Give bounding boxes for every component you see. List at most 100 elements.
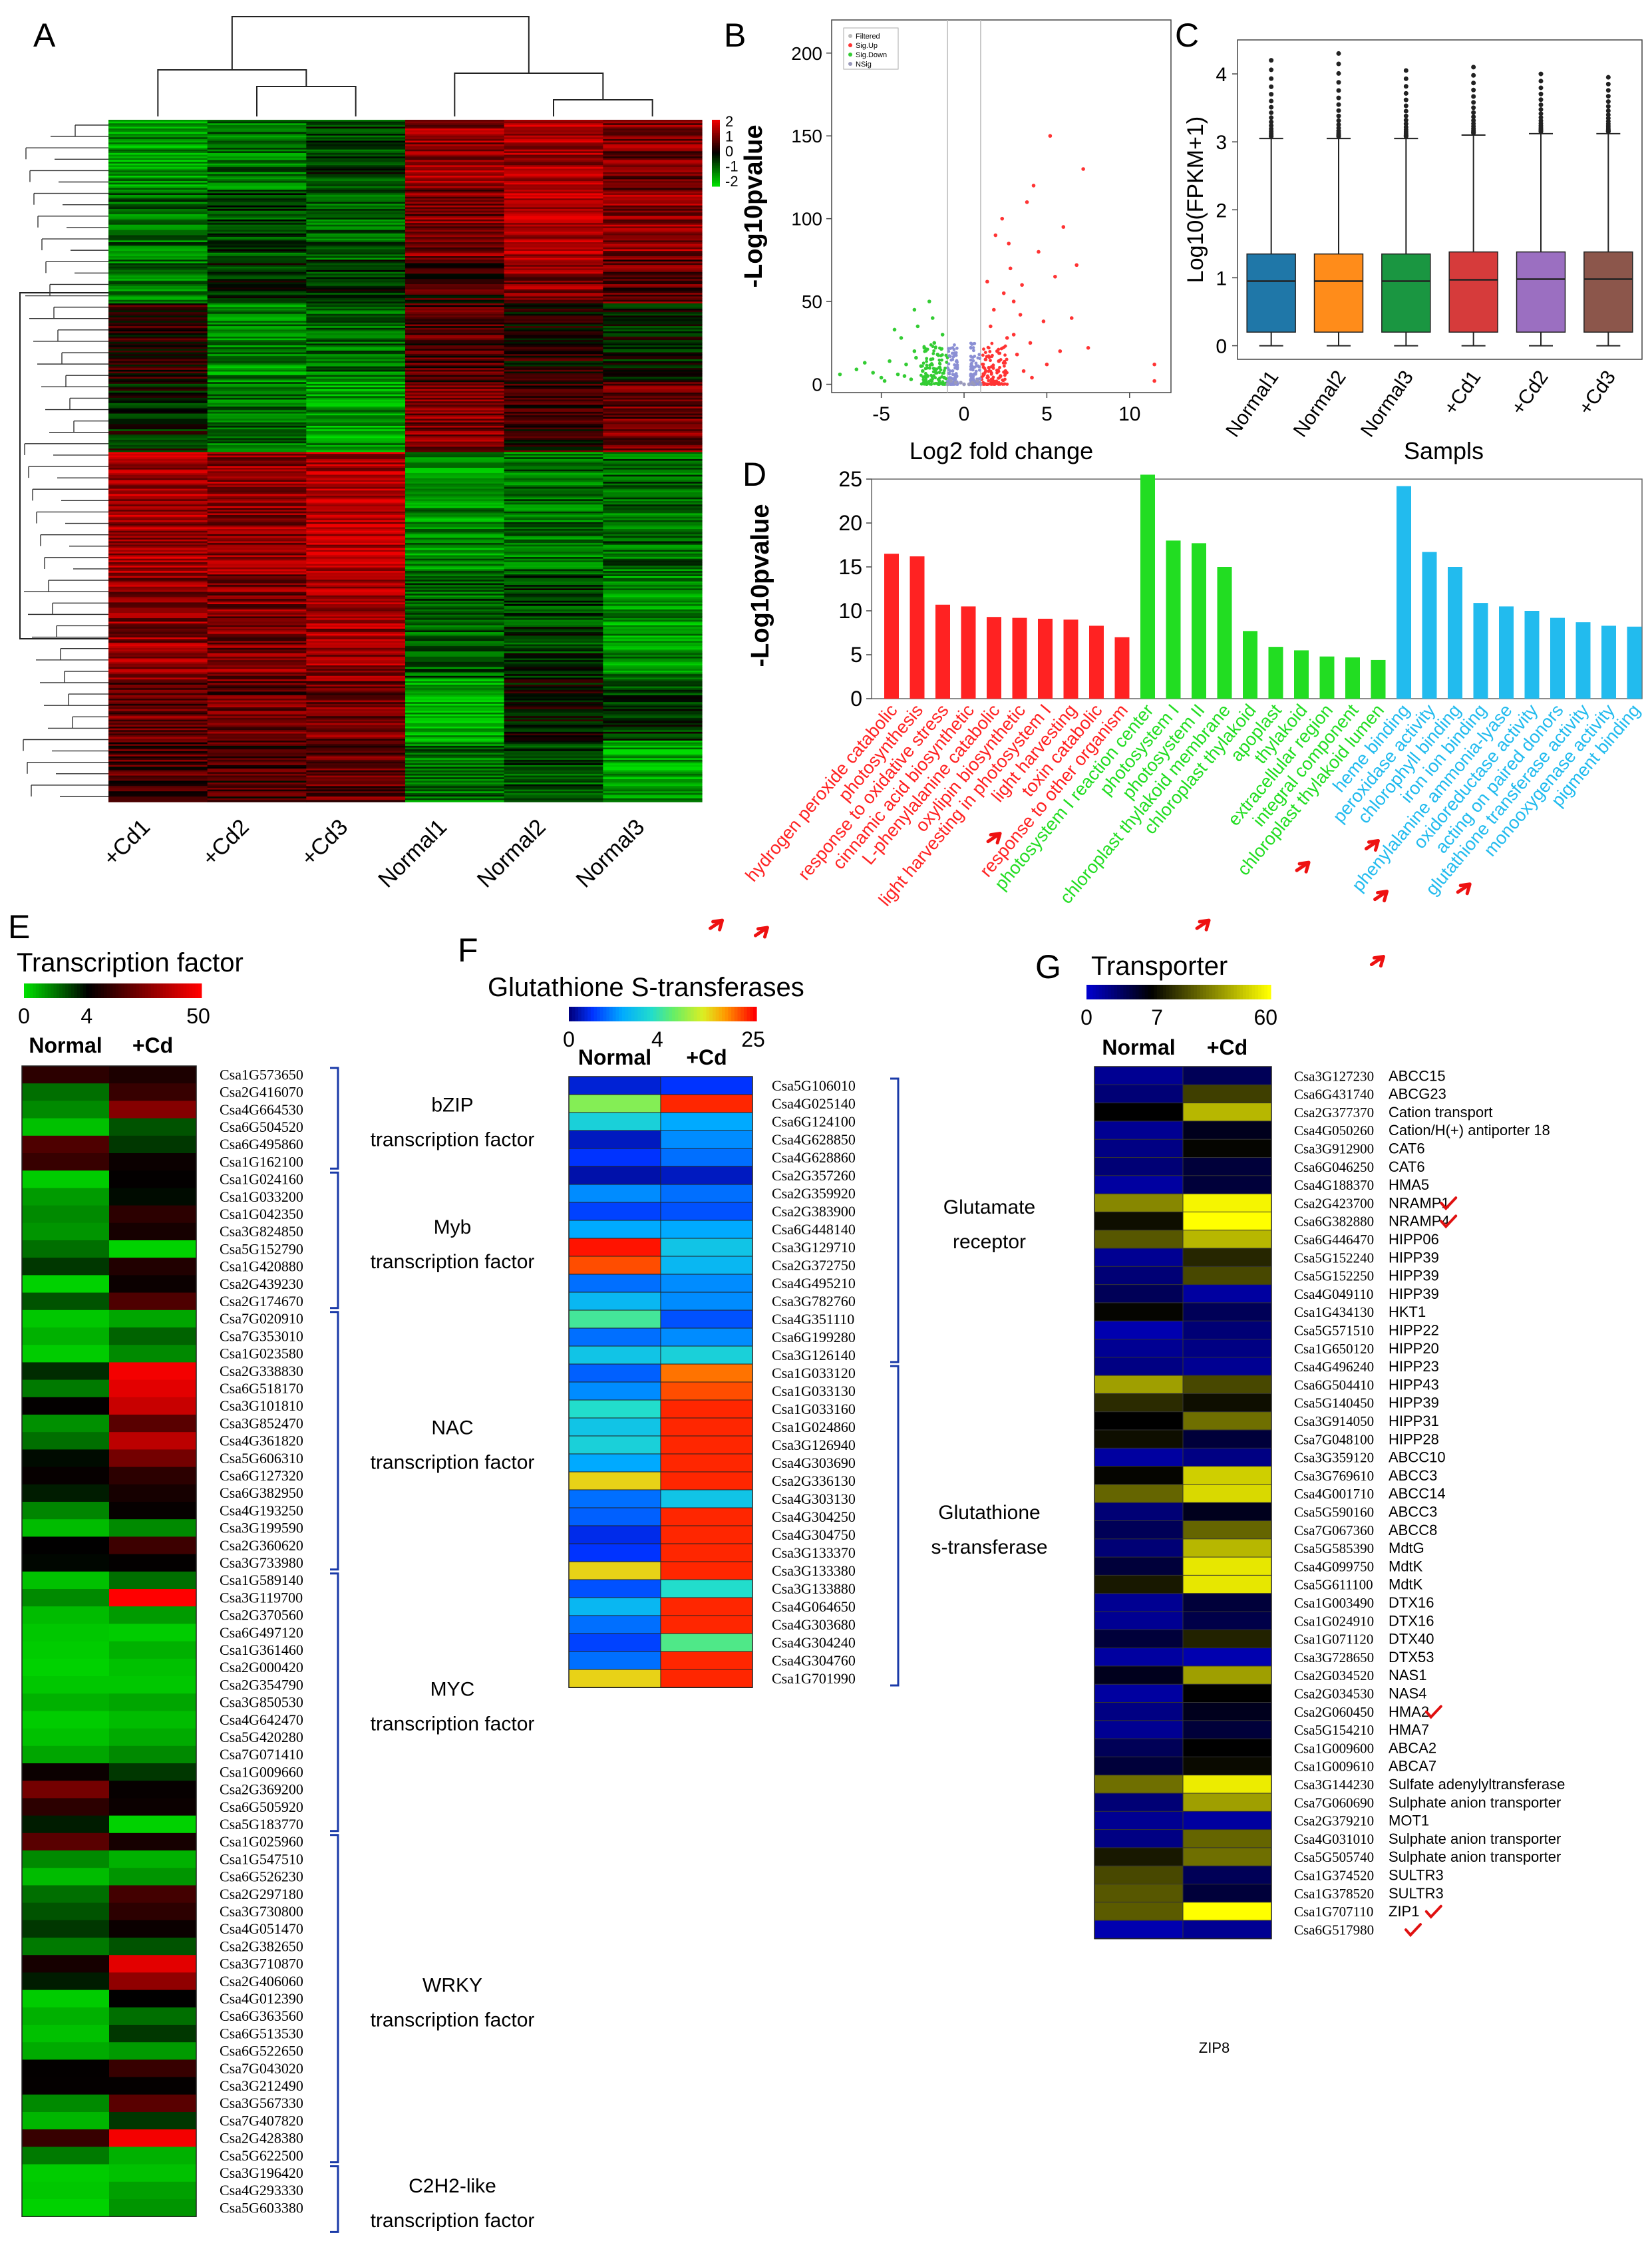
- heatmap-cell: [108, 436, 208, 438]
- heatmap-cell: [405, 435, 505, 437]
- heatmap-cell: [207, 271, 307, 274]
- heatmap-cell: [603, 343, 703, 346]
- color-scale-step: [1095, 985, 1100, 999]
- column-label: +Cd1: [98, 814, 155, 871]
- heatmap-cell: [207, 546, 307, 549]
- heatmap-cell: [504, 560, 603, 563]
- heatmap-cell: [207, 683, 307, 685]
- heatmap-cell: [504, 223, 603, 226]
- heatmap-cell: [504, 478, 603, 481]
- heatmap-cell: [108, 280, 208, 283]
- heatmap-cell: [207, 151, 307, 154]
- go-bar: [1627, 626, 1642, 699]
- heatmap-cell: [306, 289, 406, 292]
- heatmap-cell: [306, 655, 406, 657]
- color-scale-step: [599, 1007, 604, 1021]
- heatmap-cell: [405, 151, 505, 154]
- heatmap-cell: [207, 244, 307, 246]
- heatmap-cell: [207, 191, 307, 194]
- heatmap-cell: [108, 502, 208, 505]
- volcano-point-sigup: [1152, 362, 1156, 367]
- heatmap-cell: [603, 628, 703, 631]
- gene-name-label: ABCC14: [1389, 1485, 1446, 1502]
- outlier-point: [1538, 97, 1544, 102]
- gene-id-label: Csa1G374520: [1294, 1867, 1374, 1883]
- heatmap-cell: [504, 594, 603, 596]
- gene-id-label: Csa4G051470: [220, 1920, 303, 1937]
- heatmap-cell: [504, 326, 603, 329]
- group-label: WRKY: [422, 1975, 482, 1997]
- heatmap-cell: [108, 128, 208, 131]
- heatmap-cell: [306, 391, 406, 393]
- outlier-point: [1471, 114, 1476, 119]
- heatmap-cell: [405, 410, 505, 413]
- heatmap-cell: [603, 204, 703, 206]
- gene-id-label: Csa3G119700: [220, 1589, 303, 1606]
- heatmap-cell-normal: [22, 1850, 109, 1868]
- heatmap-cell: [504, 427, 603, 430]
- heatmap-cell: [603, 191, 703, 194]
- heatmap-cell: [405, 633, 505, 636]
- gene-id-label: Csa3G728650: [1294, 1650, 1374, 1665]
- heatmap-cell: [405, 368, 505, 371]
- box-3: [1448, 65, 1498, 347]
- heatmap-cell: [405, 327, 505, 330]
- heatmap-cell-cd: [1182, 1339, 1272, 1358]
- heatmap-cell: [603, 261, 703, 264]
- heatmap-cell: [108, 717, 208, 721]
- heatmap-cell: [504, 655, 603, 657]
- color-scale-step: [1203, 985, 1207, 999]
- heatmap-cell: [108, 156, 208, 159]
- heatmap-cell: [207, 635, 307, 638]
- heatmap-cell: [603, 205, 703, 208]
- gene-name-label: HIPP23: [1389, 1358, 1439, 1375]
- heatmap-cell: [207, 472, 307, 476]
- heatmap-cell: [504, 165, 603, 168]
- heatmap-cell: [405, 792, 505, 796]
- heatmap-cell: [603, 207, 703, 210]
- heatmap-cell: [306, 191, 406, 194]
- heatmap-cell: [405, 256, 505, 259]
- heatmap-cell: [405, 625, 505, 627]
- group-bracket: [330, 2165, 339, 2233]
- heatmap-cell: [207, 166, 307, 170]
- volcano-point: [940, 353, 944, 357]
- heatmap-cell: [108, 669, 208, 671]
- y-tick-label: 50: [802, 291, 822, 312]
- heatmap-cell: [207, 681, 307, 683]
- heatmap-cell: [108, 585, 208, 588]
- heatmap-cell-normal: [1094, 1884, 1184, 1903]
- heatmap-cell: [108, 382, 208, 385]
- heatmap-cell-cd: [109, 2007, 196, 2025]
- heatmap-cell: [306, 158, 406, 161]
- heatmap-cell: [306, 583, 406, 586]
- heatmap-cell: [306, 226, 406, 229]
- panel-label-b: B: [724, 17, 746, 54]
- heatmap-cell: [306, 777, 406, 780]
- heatmap-cell-normal: [22, 1153, 109, 1171]
- heatmap-cell: [603, 679, 703, 682]
- heatmap-cell: [108, 275, 208, 278]
- column-label: Normal1: [373, 814, 452, 893]
- heatmap-cell: [504, 261, 603, 264]
- heatmap-cell: [108, 190, 208, 192]
- heatmap-cell: [504, 707, 603, 710]
- color-scale-step: [612, 1007, 617, 1021]
- heatmap-cell: [108, 627, 208, 629]
- heatmap-cell: [405, 772, 505, 775]
- heatmap-cell: [108, 468, 208, 470]
- heatmap-cell-normal: [22, 1781, 109, 1799]
- heatmap-cell: [306, 566, 406, 568]
- heatmap-cell-normal: [1094, 1211, 1184, 1231]
- heatmap-cell: [504, 525, 603, 528]
- heatmap-cell: [207, 600, 307, 603]
- heatmap-cell: [603, 756, 703, 759]
- heatmap-cell: [405, 319, 505, 321]
- volcano-point: [990, 341, 994, 345]
- heatmap-cell: [405, 798, 505, 800]
- heatmap-cell: [108, 322, 208, 325]
- volcano-point-sigdown: [921, 369, 925, 373]
- gene-name-label: HMA5: [1389, 1176, 1429, 1193]
- heatmap-cell: [405, 417, 505, 420]
- heatmap-cell: [504, 149, 603, 152]
